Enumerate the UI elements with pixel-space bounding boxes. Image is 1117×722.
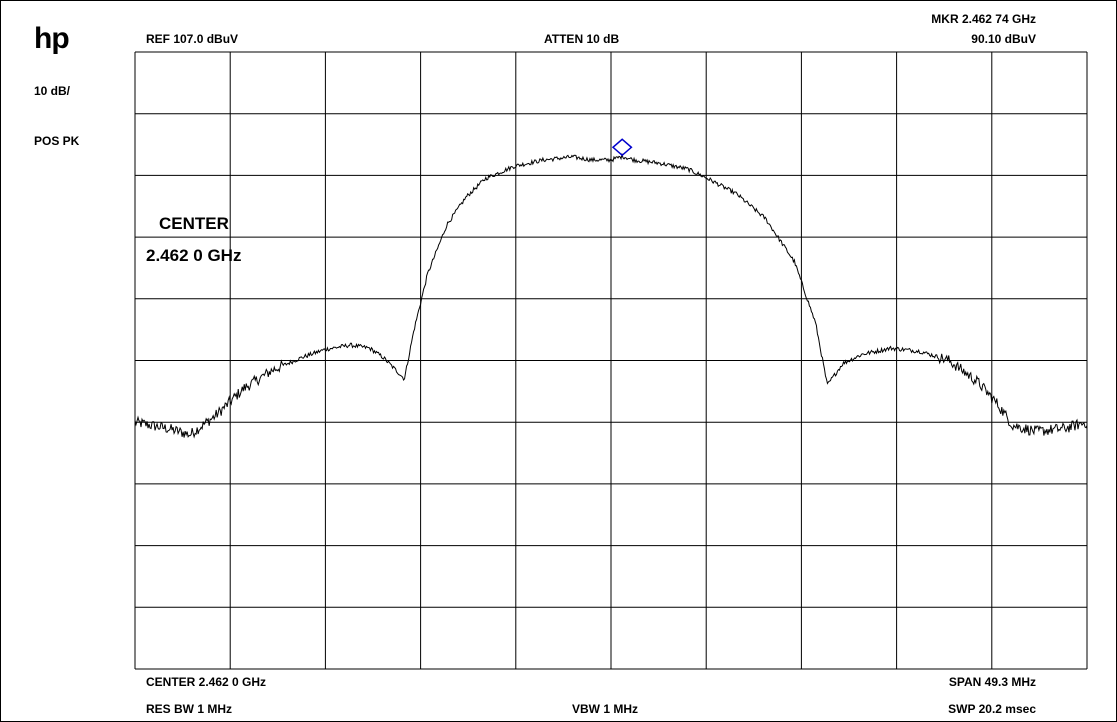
sweep-time: SWP 20.2 msec	[948, 702, 1036, 716]
spectrum-trace	[134, 152, 1088, 439]
center-annotation-line2: 2.462 0 GHz	[146, 246, 242, 265]
resolution-bandwidth: RES BW 1 MHz	[146, 702, 233, 716]
marker-level: 90.10 dBuV	[971, 32, 1036, 46]
attenuation: ATTEN 10 dB	[544, 32, 620, 46]
hp-logo: hp	[34, 22, 70, 55]
span: SPAN 49.3 MHz	[948, 675, 1036, 689]
marker-diamond-icon	[611, 138, 633, 157]
reference-level: REF 107.0 dBuV	[146, 32, 239, 46]
scale-per-division: 10 dB/	[34, 84, 71, 98]
center-annotation-line1: CENTER	[159, 214, 229, 233]
detector-mode: POS PK	[34, 134, 80, 148]
marker-frequency: MKR 2.462 74 GHz	[931, 12, 1036, 26]
video-bandwidth: VBW 1 MHz	[572, 702, 638, 716]
center-frequency: CENTER 2.462 0 GHz	[146, 675, 267, 689]
